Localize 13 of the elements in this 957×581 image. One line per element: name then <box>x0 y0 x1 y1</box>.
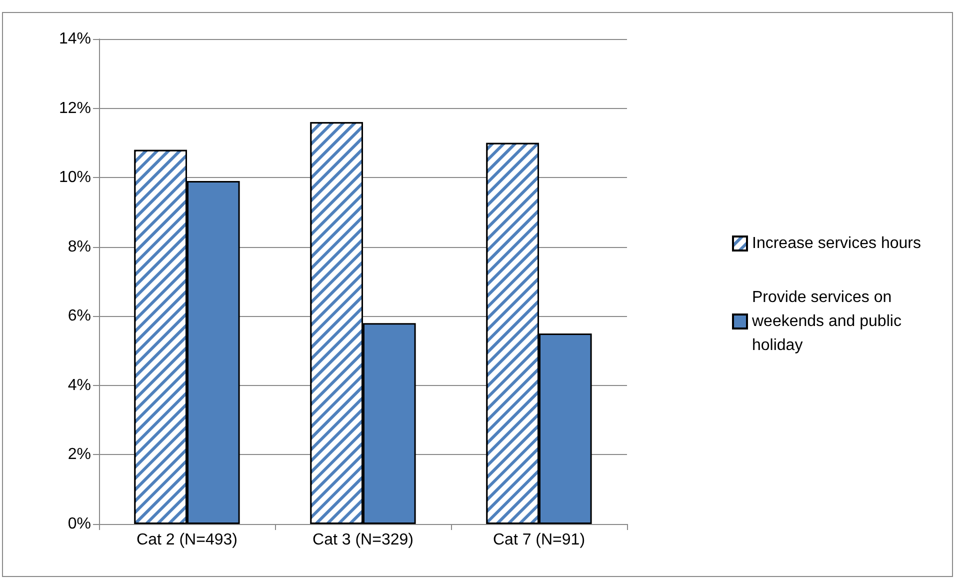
y-tick-label: 4% <box>68 376 91 394</box>
legend-label: Provide services on weekends and public holiday <box>751 289 906 354</box>
y-tick-label: 2% <box>68 446 91 464</box>
y-tick-label: 8% <box>68 238 91 256</box>
y-tick-label: 0% <box>68 516 91 532</box>
legend-label: Increase services hours <box>752 235 921 252</box>
x-tick-label: Cat 7 (N=91) <box>492 532 586 548</box>
y-tick-label: 12% <box>58 100 91 117</box>
y-tick-label: 10% <box>58 169 91 186</box>
y-tick-label: 6% <box>68 308 91 325</box>
y-tick-label: 14% <box>58 30 91 48</box>
x-tick-label: Cat 3 (N=329) <box>312 532 414 548</box>
x-tick-label: Cat 2 (N=493) <box>136 532 238 548</box>
